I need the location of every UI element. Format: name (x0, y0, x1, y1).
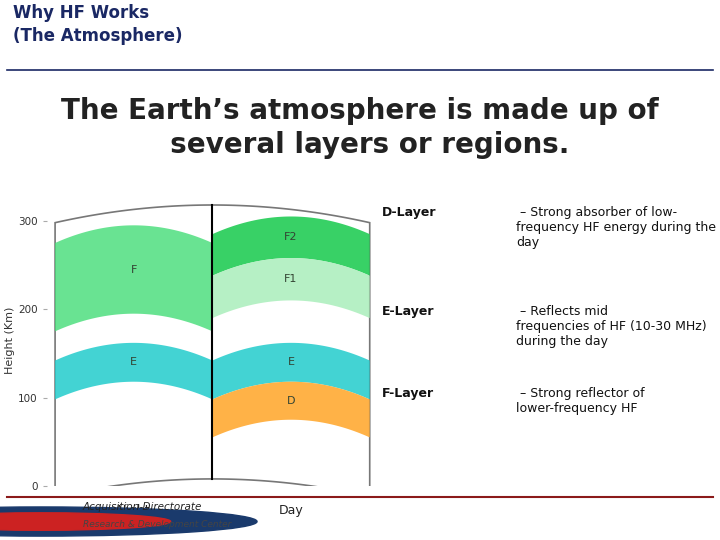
Polygon shape (55, 205, 370, 497)
Text: – Strong absorber of low-
frequency HF energy during the
day: – Strong absorber of low- frequency HF e… (516, 206, 716, 249)
Text: D-Layer: D-Layer (382, 206, 436, 219)
Text: F-Layer: F-Layer (382, 387, 433, 400)
Polygon shape (55, 343, 212, 400)
Text: E-Layer: E-Layer (382, 305, 434, 318)
Text: E: E (287, 357, 294, 367)
Text: – Reflects mid
frequencies of HF (10-30 MHz)
during the day: – Reflects mid frequencies of HF (10-30 … (516, 305, 707, 348)
Polygon shape (212, 343, 370, 400)
Text: – Strong reflector of
lower-frequency HF: – Strong reflector of lower-frequency HF (516, 387, 644, 415)
Polygon shape (212, 382, 370, 437)
Text: Research & Development Center: Research & Development Center (83, 519, 231, 529)
Circle shape (0, 507, 257, 536)
Text: E: E (130, 357, 138, 367)
Polygon shape (55, 225, 212, 332)
Text: Acquisition Directorate: Acquisition Directorate (83, 502, 202, 512)
Text: Night: Night (117, 504, 150, 517)
Circle shape (0, 513, 171, 530)
Polygon shape (212, 217, 370, 276)
Y-axis label: Height (Km): Height (Km) (5, 307, 15, 374)
Text: D: D (287, 396, 295, 406)
Text: The Earth’s atmosphere is made up of
  several layers or regions.: The Earth’s atmosphere is made up of sev… (61, 97, 659, 159)
Text: F1: F1 (284, 274, 298, 284)
Text: F: F (130, 265, 137, 274)
Text: F2: F2 (284, 232, 298, 242)
Text: Why HF Works
(The Atmosphere): Why HF Works (The Atmosphere) (13, 4, 182, 45)
Polygon shape (212, 258, 370, 318)
Text: Day: Day (279, 504, 303, 517)
